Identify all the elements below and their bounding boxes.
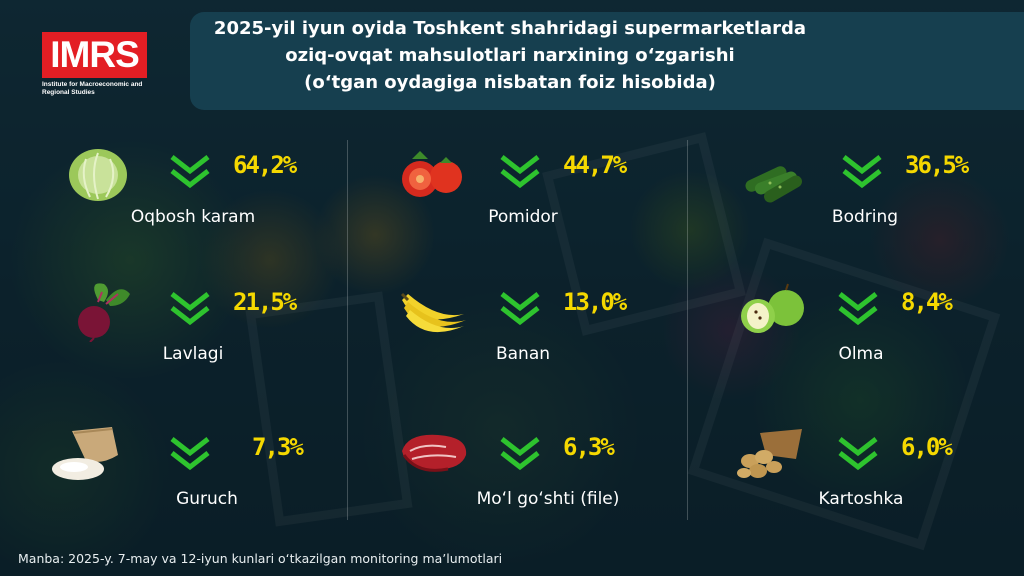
item-beetroot: 21,5% Lavlagi <box>68 280 368 390</box>
item-cabbage: 64,2% Oqbosh karam <box>68 143 368 253</box>
product-name: Guruch <box>176 489 238 509</box>
decrease-arrow-icon <box>842 155 882 189</box>
column-divider <box>347 140 348 520</box>
page-title: 2025-yil iyun oyida Toshkent shahridagi … <box>190 12 830 96</box>
item-banana: 13,0% Banan <box>398 280 698 390</box>
decrease-arrow-icon <box>170 292 210 326</box>
change-value: 64,2% <box>233 151 297 179</box>
title-banner <box>190 12 1024 110</box>
item-potato: 6,0% Kartoshka <box>736 425 1024 535</box>
change-value: 8,4% <box>901 288 953 316</box>
cucumber-icon <box>745 166 802 203</box>
change-value: 36,5% <box>905 151 969 179</box>
product-name: Kartoshka <box>818 489 904 509</box>
tomato-icon <box>402 151 462 197</box>
cabbage-icon <box>69 149 127 201</box>
change-value: 13,0% <box>563 288 627 316</box>
column-divider <box>687 140 688 520</box>
logo-subtitle: Institute for Macroeconomic and Regional… <box>42 81 143 96</box>
imrs-logo: IMRS Institute for Macroeconomic and Reg… <box>42 32 152 97</box>
product-name: Moʻl goʻshti (file) <box>476 489 620 509</box>
title-line-1: 2025-yil iyun oyida Toshkent shahridagi … <box>213 18 807 39</box>
rice-icon <box>52 427 118 480</box>
title-line-3: (oʻtgan oydagiga nisbatan foiz hisobida) <box>304 72 716 93</box>
change-value: 6,3% <box>563 433 615 461</box>
item-apple: 8,4% Olma <box>736 280 1024 390</box>
change-value: 21,5% <box>233 288 297 316</box>
beetroot-icon <box>78 283 130 342</box>
decrease-arrow-icon <box>170 437 210 471</box>
item-beef: 6,3% Moʻl goʻshti (file) <box>398 425 698 535</box>
item-rice: 7,3% Guruch <box>52 425 352 535</box>
item-cucumber: 36,5% Bodring <box>740 143 1024 253</box>
change-value: 7,3% <box>252 433 304 461</box>
decrease-arrow-icon <box>838 437 878 471</box>
logo-mark: IMRS <box>42 32 147 78</box>
potato-icon <box>737 429 802 478</box>
source-note: Manba: 2025-y. 7-may va 12-iyun kunlari … <box>18 551 503 566</box>
decrease-arrow-icon <box>500 437 540 471</box>
product-name: Lavlagi <box>162 344 224 364</box>
product-name: Bodring <box>831 207 899 227</box>
product-name: Banan <box>495 344 551 364</box>
product-name: Pomidor <box>488 207 558 227</box>
change-value: 44,7% <box>563 151 627 179</box>
decrease-arrow-icon <box>838 292 878 326</box>
apple-icon <box>741 283 804 333</box>
banana-icon <box>400 292 466 333</box>
product-name: Oqbosh karam <box>130 207 256 227</box>
decrease-arrow-icon <box>500 155 540 189</box>
title-line-2: oziq-ovqat mahsulotlari narxining oʻzgar… <box>285 45 735 66</box>
change-value: 6,0% <box>901 433 953 461</box>
decrease-arrow-icon <box>170 155 210 189</box>
decrease-arrow-icon <box>500 292 540 326</box>
beef-icon <box>402 434 467 472</box>
product-name: Olma <box>838 344 884 364</box>
item-tomato: 44,7% Pomidor <box>398 143 698 253</box>
